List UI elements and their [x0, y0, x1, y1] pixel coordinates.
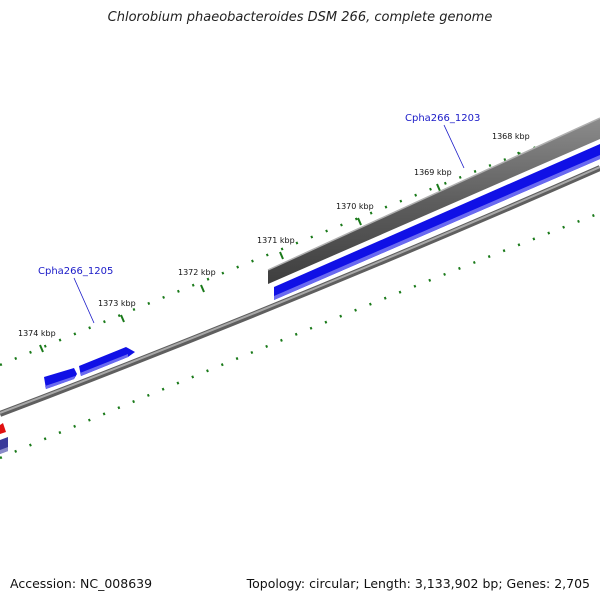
- gene-label-connector-1203: [443, 124, 465, 169]
- ruler-label-1368: 1368 kbp: [492, 132, 530, 141]
- ruler-label-1370: 1370 kbp: [336, 202, 374, 211]
- major-tick-1373: [120, 314, 125, 323]
- forward-gene-small-1[interactable]: [44, 368, 77, 389]
- major-tick-1369: [436, 183, 441, 192]
- major-tick-1370: [357, 217, 362, 226]
- ruler-label-1369: 1369 kbp: [414, 168, 452, 177]
- gene-label-cpha266-1205[interactable]: Cpha266_1205: [38, 266, 113, 277]
- map-title: Chlorobium phaeobacteroides DSM 266, com…: [107, 10, 493, 25]
- forward-gene-cpha266-1203[interactable]: [274, 144, 600, 300]
- reverse-gene-left[interactable]: [0, 423, 6, 434]
- inner-ruler: [0, 211, 600, 460]
- accession-label: Accession: NC_008639: [10, 576, 153, 591]
- inner-ruler-ticks: [0, 211, 600, 460]
- gene-label-connector-1205: [73, 277, 95, 324]
- ruler-label-1373: 1373 kbp: [98, 299, 136, 308]
- ruler-label-1372: 1372 kbp: [178, 268, 216, 277]
- ruler-label-1371: 1371 kbp: [257, 236, 295, 245]
- major-tick-1371: [279, 251, 284, 260]
- genome-backbone: [0, 165, 600, 417]
- rna-gene-cpha266-1203[interactable]: [267, 117, 600, 284]
- forward-gene-cpha266-1205[interactable]: [79, 347, 135, 376]
- major-tick-1372: [200, 284, 205, 293]
- ruler-label-1374: 1374 kbp: [18, 329, 56, 338]
- other-gene-left[interactable]: [0, 437, 8, 454]
- gene-label-cpha266-1203[interactable]: Cpha266_1203: [405, 113, 480, 124]
- genome-stats: Topology: circular; Length: 3,133,902 bp…: [246, 576, 590, 591]
- major-tick-1374: [39, 344, 44, 353]
